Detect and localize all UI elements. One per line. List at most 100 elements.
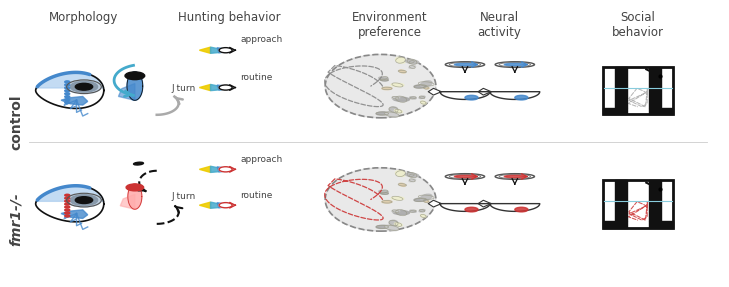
Circle shape — [70, 195, 98, 205]
Ellipse shape — [409, 66, 416, 68]
Ellipse shape — [399, 70, 406, 73]
Ellipse shape — [325, 168, 436, 231]
Polygon shape — [428, 88, 441, 95]
Ellipse shape — [408, 174, 415, 176]
Polygon shape — [440, 92, 490, 99]
Ellipse shape — [421, 214, 426, 218]
Circle shape — [65, 200, 70, 202]
Ellipse shape — [399, 183, 406, 186]
Ellipse shape — [408, 61, 415, 63]
Ellipse shape — [414, 85, 426, 88]
Ellipse shape — [386, 225, 398, 231]
Circle shape — [219, 167, 232, 172]
Circle shape — [125, 72, 144, 80]
Ellipse shape — [382, 87, 392, 90]
Circle shape — [65, 209, 70, 211]
Circle shape — [219, 203, 232, 208]
Polygon shape — [61, 210, 87, 218]
Polygon shape — [615, 180, 627, 221]
Polygon shape — [118, 84, 135, 100]
Circle shape — [65, 93, 70, 95]
Ellipse shape — [504, 63, 526, 66]
Circle shape — [75, 197, 93, 203]
Text: approach: approach — [241, 155, 283, 164]
Ellipse shape — [381, 79, 389, 81]
Circle shape — [65, 215, 70, 217]
Ellipse shape — [410, 97, 416, 99]
Polygon shape — [649, 221, 673, 228]
Polygon shape — [490, 92, 539, 99]
Ellipse shape — [382, 201, 392, 203]
Text: routine: routine — [241, 191, 273, 200]
Polygon shape — [211, 202, 225, 208]
Circle shape — [126, 184, 144, 191]
Ellipse shape — [421, 194, 432, 200]
Ellipse shape — [409, 179, 416, 182]
Polygon shape — [61, 96, 87, 105]
Circle shape — [65, 206, 70, 208]
Ellipse shape — [423, 86, 429, 89]
Ellipse shape — [391, 97, 399, 99]
Circle shape — [65, 197, 70, 199]
Polygon shape — [199, 166, 211, 172]
Text: Environment
preference: Environment preference — [352, 11, 428, 40]
Ellipse shape — [454, 63, 475, 66]
Circle shape — [65, 87, 70, 89]
Text: J turn: J turn — [171, 192, 195, 201]
Polygon shape — [440, 204, 490, 211]
Polygon shape — [199, 202, 211, 208]
Text: control: control — [9, 94, 23, 150]
Ellipse shape — [421, 81, 432, 87]
Ellipse shape — [421, 101, 426, 104]
Ellipse shape — [410, 210, 416, 212]
Circle shape — [65, 194, 70, 196]
Bar — [603, 180, 673, 228]
Circle shape — [66, 193, 101, 207]
Polygon shape — [478, 88, 491, 95]
Circle shape — [219, 48, 232, 53]
Ellipse shape — [419, 96, 425, 98]
Polygon shape — [428, 200, 441, 207]
Polygon shape — [649, 108, 673, 114]
Ellipse shape — [394, 223, 402, 226]
Polygon shape — [603, 221, 627, 228]
Ellipse shape — [133, 162, 144, 165]
Polygon shape — [615, 67, 627, 108]
Ellipse shape — [396, 57, 405, 63]
Polygon shape — [36, 186, 104, 203]
Text: J turn: J turn — [171, 84, 195, 94]
Circle shape — [65, 96, 70, 98]
Ellipse shape — [405, 60, 418, 64]
Ellipse shape — [379, 190, 389, 193]
Circle shape — [65, 84, 70, 86]
Polygon shape — [649, 180, 661, 221]
Polygon shape — [120, 194, 135, 209]
Ellipse shape — [504, 175, 526, 178]
Polygon shape — [199, 47, 211, 53]
Circle shape — [70, 82, 98, 92]
Text: approach: approach — [241, 35, 283, 44]
Polygon shape — [36, 72, 104, 89]
Polygon shape — [211, 84, 225, 91]
Ellipse shape — [376, 225, 389, 228]
Polygon shape — [649, 67, 661, 108]
Bar — [603, 67, 673, 114]
Ellipse shape — [376, 112, 389, 115]
Ellipse shape — [386, 112, 398, 117]
Text: fmr1-/-: fmr1-/- — [9, 193, 23, 246]
Ellipse shape — [391, 83, 404, 87]
Circle shape — [65, 212, 70, 214]
Circle shape — [65, 203, 70, 205]
Circle shape — [65, 102, 70, 104]
Text: Neural
activity: Neural activity — [477, 11, 521, 40]
Ellipse shape — [325, 55, 436, 118]
Polygon shape — [211, 47, 225, 53]
Text: Social
behavior: Social behavior — [612, 11, 664, 40]
Polygon shape — [36, 186, 104, 222]
Polygon shape — [478, 200, 491, 207]
Ellipse shape — [515, 95, 528, 100]
Polygon shape — [603, 108, 627, 114]
Ellipse shape — [393, 97, 410, 101]
Ellipse shape — [423, 200, 429, 202]
Circle shape — [65, 99, 70, 101]
